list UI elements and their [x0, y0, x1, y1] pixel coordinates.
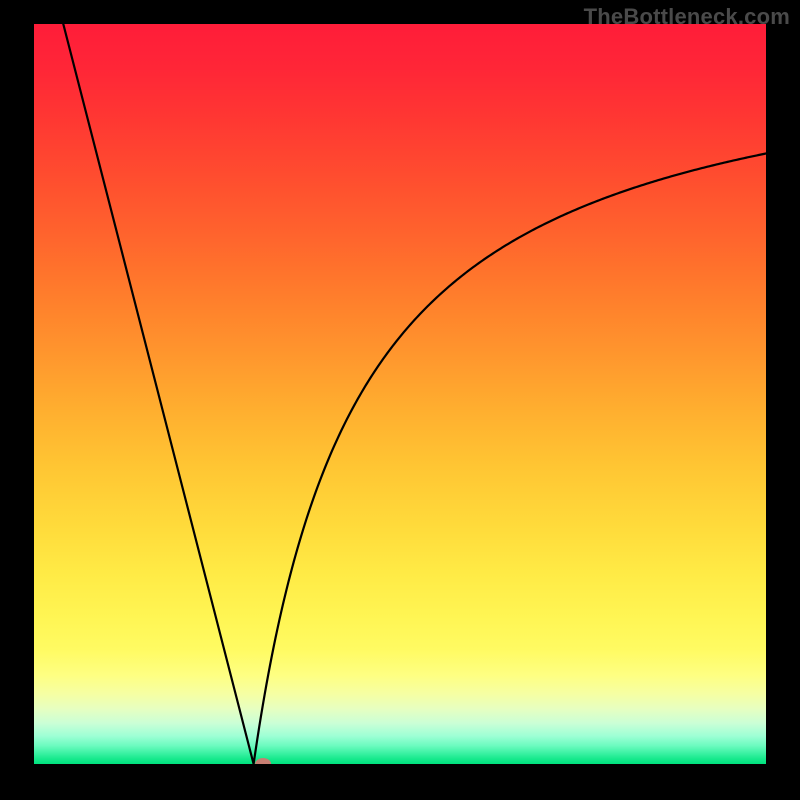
figure-root: TheBottleneck.com [0, 0, 800, 800]
plot-area [34, 24, 766, 764]
chart-svg [0, 0, 800, 800]
watermark-text: TheBottleneck.com [584, 4, 790, 30]
